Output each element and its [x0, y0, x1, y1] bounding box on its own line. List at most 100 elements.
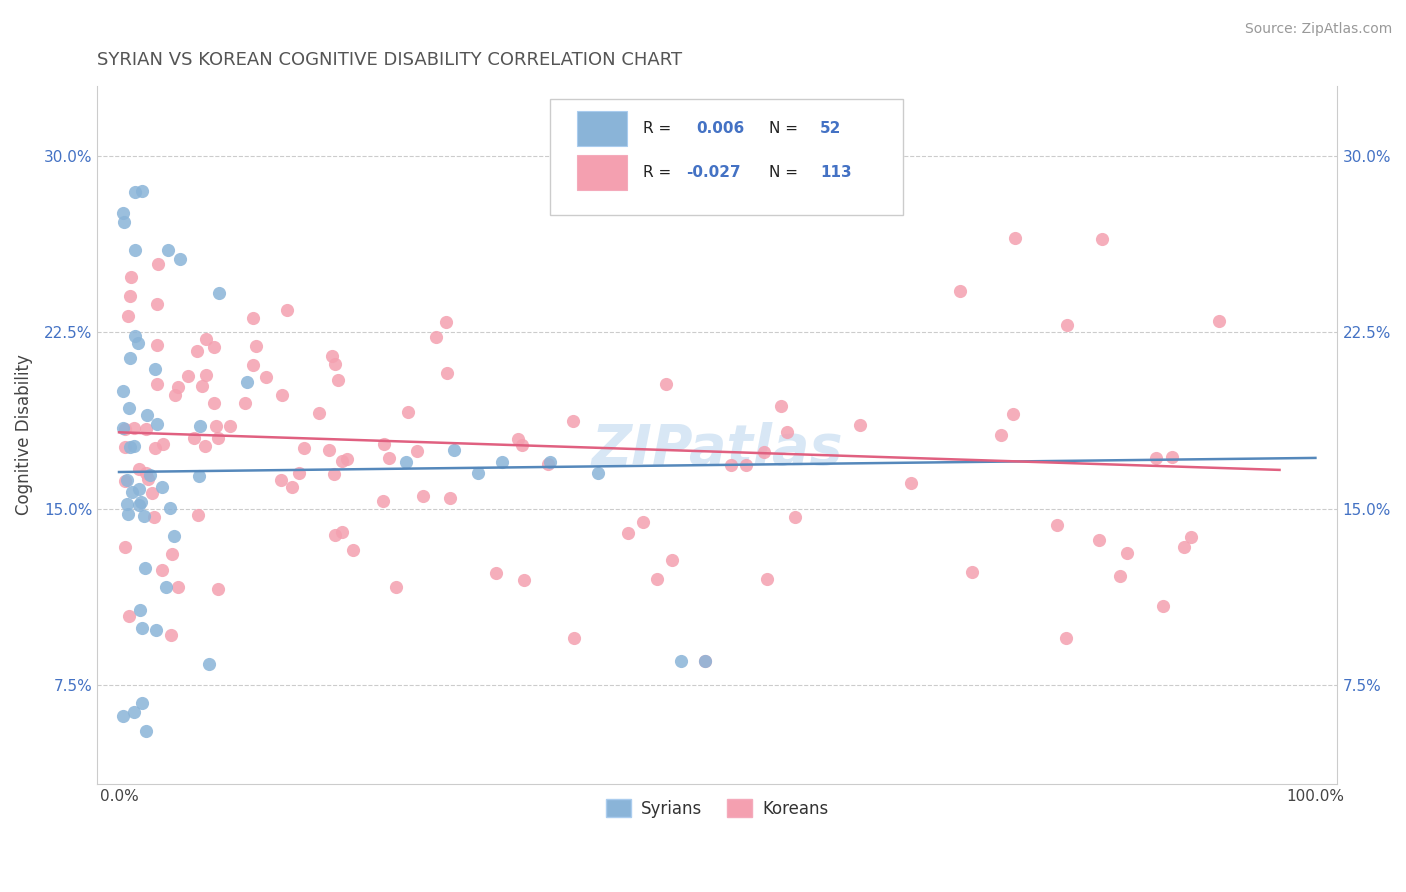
Point: [177, 368, 200, 383]
Point: [1144, 450, 1167, 465]
Point: [245, 339, 267, 353]
Point: [654, 377, 676, 392]
Point: [202, 341, 225, 355]
Point: [287, 467, 309, 481]
Point: [385, 580, 408, 594]
Point: [990, 427, 1012, 442]
Point: [962, 565, 984, 579]
Point: [323, 467, 346, 482]
Point: [114, 540, 136, 554]
Point: [128, 498, 150, 512]
Point: [491, 455, 513, 469]
Point: [849, 418, 872, 433]
Point: [162, 529, 184, 543]
Point: [169, 252, 191, 266]
Text: R =: R =: [643, 121, 671, 136]
Point: [186, 344, 208, 359]
Point: [131, 696, 153, 710]
Point: [146, 377, 169, 392]
Text: SYRIAN VS KOREAN COGNITIVE DISABILITY CORRELATION CHART: SYRIAN VS KOREAN COGNITIVE DISABILITY CO…: [97, 51, 682, 69]
Point: [120, 269, 142, 284]
Point: [318, 442, 340, 457]
Point: [1056, 318, 1078, 332]
Point: [671, 655, 693, 669]
Text: Source: ZipAtlas.com: Source: ZipAtlas.com: [1244, 22, 1392, 37]
Point: [661, 553, 683, 567]
Point: [127, 336, 149, 351]
Point: [152, 437, 174, 451]
Point: [155, 580, 177, 594]
Point: [900, 476, 922, 491]
Point: [948, 284, 970, 298]
Point: [150, 563, 173, 577]
Text: 113: 113: [820, 165, 852, 180]
FancyBboxPatch shape: [550, 100, 903, 215]
Point: [1088, 533, 1111, 548]
Point: [118, 351, 141, 365]
Point: [280, 480, 302, 494]
Point: [139, 468, 162, 483]
Text: N =: N =: [769, 121, 799, 136]
Point: [1046, 518, 1069, 533]
Point: [118, 609, 141, 624]
Point: [157, 243, 180, 257]
Point: [160, 547, 183, 561]
Point: [114, 422, 136, 436]
Point: [141, 485, 163, 500]
Point: [205, 418, 228, 433]
Point: [131, 621, 153, 635]
Point: [183, 431, 205, 445]
Point: [538, 455, 561, 469]
Point: [128, 482, 150, 496]
Point: [752, 444, 775, 458]
Point: [118, 289, 141, 303]
Point: [512, 438, 534, 452]
Point: [439, 491, 461, 505]
Point: [242, 311, 264, 326]
Point: [115, 497, 138, 511]
Point: [129, 494, 152, 508]
Point: [143, 441, 166, 455]
Point: [292, 441, 315, 455]
Point: [373, 437, 395, 451]
Point: [165, 388, 187, 402]
Point: [1004, 231, 1026, 245]
Point: [1109, 569, 1132, 583]
Y-axis label: Cognitive Disability: Cognitive Disability: [15, 354, 32, 515]
Point: [342, 542, 364, 557]
Point: [536, 457, 558, 471]
Point: [395, 455, 418, 469]
Point: [150, 480, 173, 494]
Point: [135, 723, 157, 738]
Point: [1054, 631, 1077, 645]
Point: [207, 582, 229, 597]
Point: [412, 489, 434, 503]
Point: [146, 417, 169, 431]
Point: [336, 452, 359, 467]
Point: [1091, 232, 1114, 246]
Point: [371, 493, 394, 508]
FancyBboxPatch shape: [576, 155, 627, 190]
Point: [136, 472, 159, 486]
Text: N =: N =: [769, 165, 799, 180]
Point: [425, 330, 447, 344]
Point: [308, 406, 330, 420]
Point: [631, 516, 654, 530]
Point: [145, 623, 167, 637]
Point: [111, 709, 134, 723]
Point: [323, 528, 346, 542]
Point: [159, 501, 181, 516]
Point: [202, 396, 225, 410]
Point: [735, 458, 758, 472]
Point: [188, 419, 211, 434]
Point: [115, 473, 138, 487]
Point: [562, 414, 585, 428]
Point: [1173, 540, 1195, 554]
Point: [114, 440, 136, 454]
Point: [120, 441, 142, 455]
Point: [254, 369, 277, 384]
Point: [1152, 599, 1174, 614]
Point: [328, 373, 350, 387]
Point: [513, 573, 536, 587]
Point: [443, 442, 465, 457]
